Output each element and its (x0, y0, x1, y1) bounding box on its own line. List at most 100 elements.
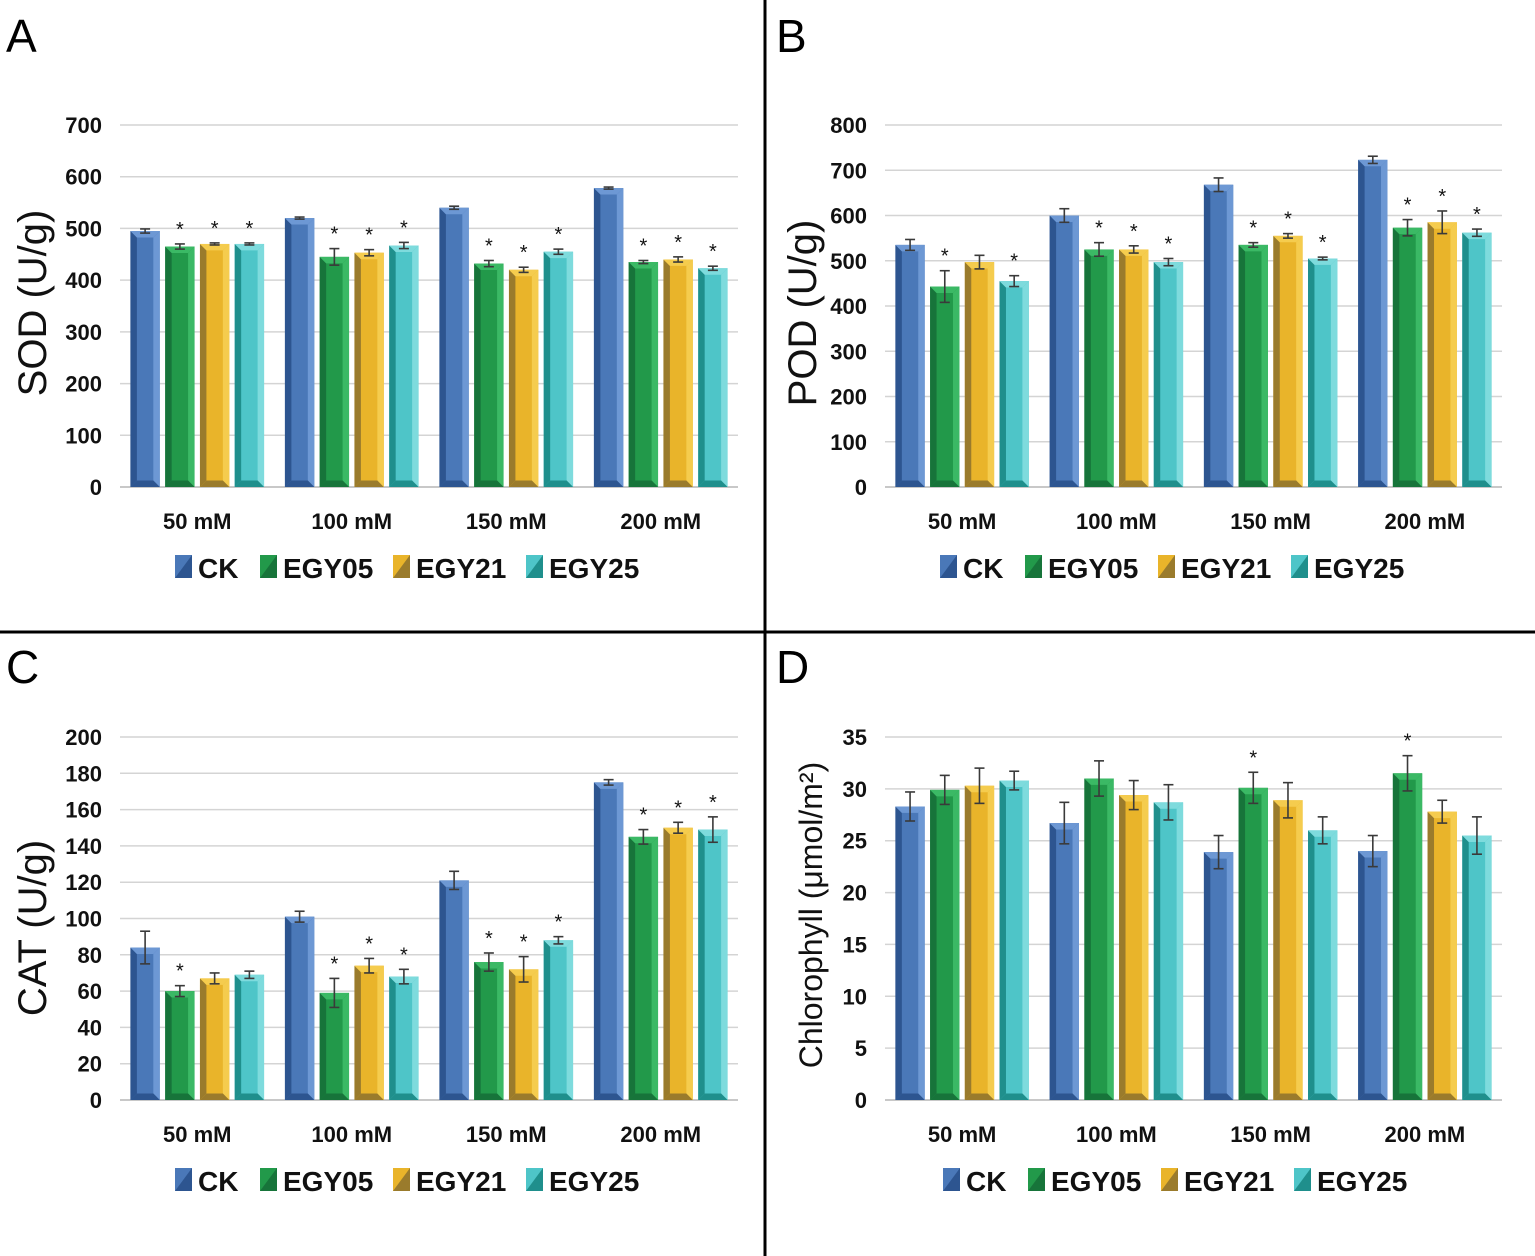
bar-bevel-bottom (234, 480, 265, 487)
legend-label: CK (966, 1166, 1006, 1197)
error-bar-ck-2 (294, 216, 305, 220)
bar-egy21-1 (964, 785, 995, 1100)
significance-star: * (1010, 251, 1018, 273)
error-bar-egy05-1 (174, 984, 185, 998)
error-bar-egy25-1 (1009, 274, 1020, 288)
y-axis-label: Chlorophyll (μmol/m²) (793, 762, 829, 1068)
bar-ck-1 (130, 231, 160, 487)
bar-ck-1 (895, 806, 925, 1100)
y-tick-label: 400 (830, 294, 867, 319)
bar-bevel-left (543, 940, 551, 1100)
bar-bevel-top (698, 268, 728, 275)
bar-egy21-3 (508, 269, 539, 487)
y-tick-label: 20 (843, 881, 867, 906)
bar-bevel-left (165, 991, 172, 1100)
bar-bevel-left (474, 962, 481, 1100)
significance-star: * (941, 246, 949, 268)
bar-bevel-left (1462, 232, 1469, 487)
y-tick-label: 100 (65, 907, 102, 932)
bar-bevel-right (616, 188, 624, 487)
error-bar-ck-3 (1213, 177, 1224, 193)
error-bar-egy25-2 (1163, 257, 1174, 267)
bar-bevel-bottom (439, 1093, 469, 1100)
bar-bevel-bottom (439, 480, 469, 487)
error-bar-ck-1 (905, 791, 916, 822)
bar-bevel-bottom (1427, 480, 1457, 487)
bar-egy25-4 (698, 829, 728, 1100)
bar-bevel-left (1238, 787, 1246, 1100)
error-bar-egy21-2 (364, 957, 375, 974)
legend: CK EGY05 EGY21 EGY25 (175, 1166, 639, 1197)
significance-star: * (1404, 195, 1412, 217)
significance-star: * (639, 235, 647, 257)
bar-bevel-bottom (1203, 480, 1234, 487)
significance-star: * (709, 792, 717, 814)
legend-label: EGY25 (1314, 553, 1404, 584)
bar-bevel-bottom (354, 1093, 384, 1100)
y-tick-label: 300 (65, 320, 102, 345)
bar-bevel-left (895, 244, 902, 487)
bar-bevel-bottom (1238, 480, 1268, 487)
legend-label: EGY21 (416, 553, 506, 584)
significance-star: * (1473, 204, 1481, 226)
x-tick-label: 150 mM (1230, 1122, 1311, 1147)
x-tick-label: 150 mM (466, 509, 547, 534)
bar-bevel-left (930, 789, 937, 1100)
bar-ck-2 (284, 916, 315, 1100)
bar-egy21-3 (1273, 235, 1303, 487)
bar-bevel-left (1392, 227, 1400, 487)
error-bar-egy05-2 (329, 247, 340, 266)
y-axis-label: CAT (U/g) (11, 840, 55, 1016)
bar-bevel-bottom (1238, 1093, 1268, 1100)
bar-bevel-bottom (389, 1093, 419, 1100)
error-bar-egy25-2 (1163, 783, 1174, 821)
bar-bevel-bottom (1119, 1093, 1149, 1100)
significance-star: * (365, 933, 373, 955)
y-tick-label: 40 (78, 1015, 102, 1040)
bar-bevel-bottom (1203, 1093, 1234, 1100)
legend-label: EGY21 (1184, 1166, 1274, 1197)
y-tick-labels: 0 100 200 300 400 500 600 700 800 (830, 113, 867, 500)
significance-stars: * * * * * * * * * * * (941, 186, 1481, 273)
y-tick-label: 700 (830, 158, 867, 183)
panel-letter: B (776, 10, 807, 62)
bar-egy21-2 (354, 965, 384, 1100)
bar-bevel-bottom (593, 1093, 624, 1100)
error-bar-egy25-1 (244, 242, 255, 246)
bar-bevel-left (165, 246, 172, 487)
legend-label: CK (963, 553, 1003, 584)
bar-egy05-3 (1238, 787, 1268, 1100)
bar-bevel-bottom (964, 1093, 995, 1100)
error-bar-egy05-3 (1248, 241, 1259, 248)
bar-bevel-bottom (1049, 1093, 1079, 1100)
bar-bevel-left (1273, 800, 1280, 1100)
error-bar-egy05-4 (638, 259, 649, 265)
bar-bevel-right (918, 806, 925, 1100)
bar-bevel-top (1273, 235, 1303, 243)
error-bar-egy21-1 (974, 767, 985, 805)
error-bar-egy21-4 (673, 821, 684, 834)
x-tick-label: 200 mM (620, 1122, 701, 1147)
bar-bevel-bottom (319, 1093, 350, 1100)
bar-ck-4 (1358, 159, 1388, 487)
significance-stars: * * * * * * * * * * (176, 792, 717, 983)
bar-bevel-bottom (1153, 480, 1184, 487)
panel-letter: D (776, 641, 809, 693)
legend-swatch-shade (1158, 555, 1175, 578)
x-tick-label: 50 mM (163, 1122, 231, 1147)
bar-bevel-bottom (474, 1093, 504, 1100)
bar-ck-3 (439, 880, 469, 1100)
significance-star: * (554, 224, 562, 246)
bar-bevel-left (1084, 249, 1091, 487)
x-tick-label: 150 mM (1230, 509, 1311, 534)
y-axis-label: SOD (U/g) (11, 210, 55, 397)
panel-letter: A (6, 10, 37, 62)
bar-bevel-bottom (508, 480, 539, 487)
bar-egy25-4 (1462, 835, 1492, 1100)
bar-bevel-bottom (1273, 480, 1303, 487)
error-bar-ck-3 (449, 870, 460, 891)
bar-bevel-right (918, 244, 925, 487)
significance-star: * (1249, 747, 1257, 769)
bar-bevel-left (1119, 795, 1126, 1100)
significance-star: * (674, 797, 682, 819)
